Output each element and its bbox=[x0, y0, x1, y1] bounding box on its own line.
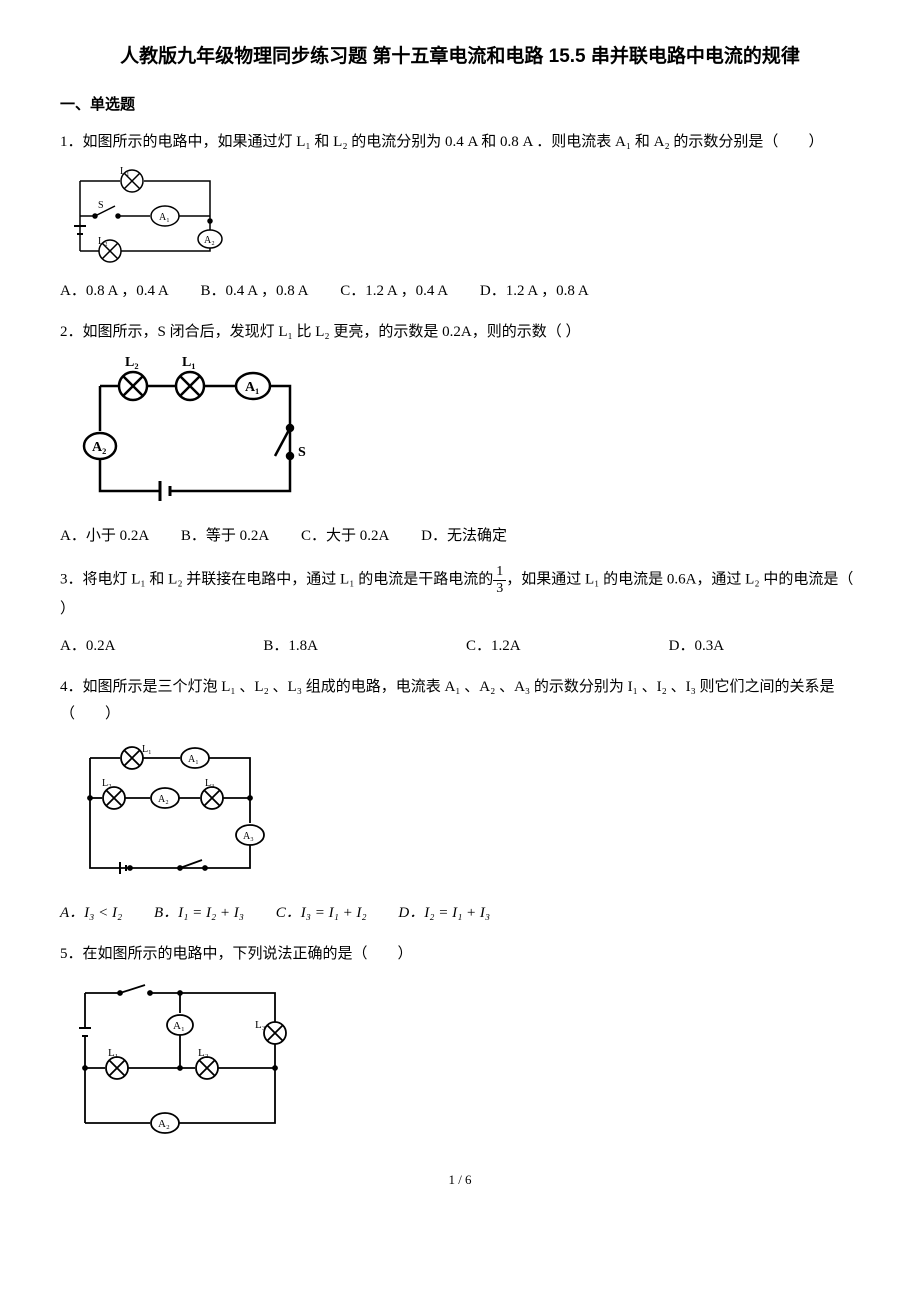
option-d: D．0.3A bbox=[669, 633, 724, 660]
option-a: A．0.2A bbox=[60, 633, 115, 660]
option-c: C．大于 0.2A bbox=[301, 528, 389, 544]
option-d: D．I₂ = I₁ + I₃ bbox=[398, 905, 490, 921]
option-b: B．I₁ = I₂ + I₃ bbox=[154, 905, 244, 921]
svg-text:A₁: A₁ bbox=[173, 1020, 185, 1032]
question-3: 3．将电灯 L₁ 和 L₂ 并联接在电路中，通过 L₁ 的电流是干路电流的13，… bbox=[60, 564, 860, 660]
svg-text:L₁: L₁ bbox=[120, 166, 130, 177]
svg-text:L₁: L₁ bbox=[142, 744, 152, 755]
circuit-diagram-2: L₂ L₁ A₁ A₂ S bbox=[60, 356, 860, 511]
question-body: 如图所示的电路中，如果通过灯 L₁ 和 L₂ 的电流分别为 0.4 A 和 0.… bbox=[83, 134, 824, 150]
svg-text:L₃: L₃ bbox=[205, 778, 215, 789]
svg-text:S: S bbox=[98, 200, 104, 211]
question-number: 1． bbox=[60, 134, 83, 150]
option-c: C．1.2A bbox=[466, 633, 521, 660]
option-b: B．等于 0.2A bbox=[181, 528, 269, 544]
option-b: B．0.4 A ，0.8 A bbox=[201, 283, 309, 299]
svg-text:L₂: L₂ bbox=[125, 356, 139, 370]
question-text: 4．如图所示是三个灯泡 L₁ 、L₂ 、L₃ 组成的电路，电流表 A₁ 、A₂ … bbox=[60, 674, 860, 728]
fraction: 13 bbox=[493, 564, 506, 596]
circuit-diagram-1: L₁ S A₁ A₂ L₂ bbox=[60, 166, 860, 266]
question-number: 4． bbox=[60, 679, 83, 695]
option-c: C．1.2 A ，0.4 A bbox=[340, 283, 448, 299]
svg-text:L₃: L₃ bbox=[255, 1019, 266, 1031]
question-text: 1．如图所示的电路中，如果通过灯 L₁ 和 L₂ 的电流分别为 0.4 A 和 … bbox=[60, 129, 860, 156]
svg-text:A₁: A₁ bbox=[245, 380, 259, 395]
option-d: D．无法确定 bbox=[421, 528, 507, 544]
svg-text:A₂: A₂ bbox=[204, 235, 215, 246]
page-number: 1 / 6 bbox=[60, 1168, 860, 1191]
svg-text:L₁: L₁ bbox=[182, 356, 196, 370]
question-text: 5．在如图所示的电路中，下列说法正确的是（ ） bbox=[60, 941, 860, 968]
question-body: 如图所示是三个灯泡 L₁ 、L₂ 、L₃ 组成的电路，电流表 A₁ 、A₂ 、A… bbox=[60, 679, 835, 722]
svg-text:A₁: A₁ bbox=[188, 754, 199, 765]
question-4: 4．如图所示是三个灯泡 L₁ 、L₂ 、L₃ 组成的电路，电流表 A₁ 、A₂ … bbox=[60, 674, 860, 927]
svg-text:A₂: A₂ bbox=[158, 1118, 170, 1130]
svg-text:A₂: A₂ bbox=[92, 440, 106, 455]
svg-text:L₂: L₂ bbox=[102, 778, 112, 789]
options: A．0.2A B．1.8A C．1.2A D．0.3A bbox=[60, 633, 860, 660]
options: A．I₃ < I₂ B．I₁ = I₂ + I₃ C．I₃ = I₁ + I₂ … bbox=[60, 900, 860, 927]
circuit-diagram-5: A₁ L₁ L₂ L₃ A₂ bbox=[60, 978, 860, 1138]
svg-text:A₁: A₁ bbox=[159, 212, 170, 223]
numerator: 1 bbox=[493, 564, 506, 580]
option-a: A．0.8 A ，0.4 A bbox=[60, 283, 169, 299]
question-number: 2． bbox=[60, 324, 83, 340]
question-5: 5．在如图所示的电路中，下列说法正确的是（ ） bbox=[60, 941, 860, 1138]
question-body: 如图所示，S 闭合后，发现灯 L₁ 比 L₂ 更亮，的示数是 0.2A，则的示数… bbox=[83, 324, 581, 340]
question-1: 1．如图所示的电路中，如果通过灯 L₁ 和 L₂ 的电流分别为 0.4 A 和 … bbox=[60, 129, 860, 305]
svg-text:A₂: A₂ bbox=[158, 794, 169, 805]
question-body-a: 将电灯 L₁ 和 L₂ 并联接在电路中，通过 L₁ 的电流是干路电流的 bbox=[83, 572, 494, 588]
option-a: A．I₃ < I₂ bbox=[60, 905, 122, 921]
section-header: 一、单选题 bbox=[60, 92, 860, 119]
svg-text:L₂: L₂ bbox=[98, 236, 108, 247]
svg-text:A₃: A₃ bbox=[243, 831, 254, 842]
question-text: 2．如图所示，S 闭合后，发现灯 L₁ 比 L₂ 更亮，的示数是 0.2A，则的… bbox=[60, 319, 860, 346]
question-2: 2．如图所示，S 闭合后，发现灯 L₁ 比 L₂ 更亮，的示数是 0.2A，则的… bbox=[60, 319, 860, 550]
option-b: B．1.8A bbox=[263, 633, 318, 660]
question-number: 3． bbox=[60, 572, 83, 588]
option-d: D．1.2 A ，0.8 A bbox=[480, 283, 589, 299]
svg-text:L₂: L₂ bbox=[198, 1047, 209, 1059]
question-text: 3．将电灯 L₁ 和 L₂ 并联接在电路中，通过 L₁ 的电流是干路电流的13，… bbox=[60, 564, 860, 623]
document-title: 人教版九年级物理同步练习题 第十五章电流和电路 15.5 串并联电路中电流的规律 bbox=[60, 40, 860, 74]
question-body: 在如图所示的电路中，下列说法正确的是（ ） bbox=[83, 946, 413, 962]
svg-text:S: S bbox=[298, 445, 306, 460]
question-number: 5． bbox=[60, 946, 83, 962]
circuit-diagram-4: L₁ A₁ L₂ A₂ L₃ A₃ bbox=[60, 738, 860, 888]
options: A．小于 0.2A B．等于 0.2A C．大于 0.2A D．无法确定 bbox=[60, 523, 860, 550]
options: A．0.8 A ，0.4 A B．0.4 A ，0.8 A C．1.2 A ，0… bbox=[60, 278, 860, 305]
svg-text:L₁: L₁ bbox=[108, 1047, 119, 1059]
option-c: C．I₃ = I₁ + I₂ bbox=[276, 905, 367, 921]
denominator: 3 bbox=[493, 581, 506, 596]
option-a: A．小于 0.2A bbox=[60, 528, 149, 544]
